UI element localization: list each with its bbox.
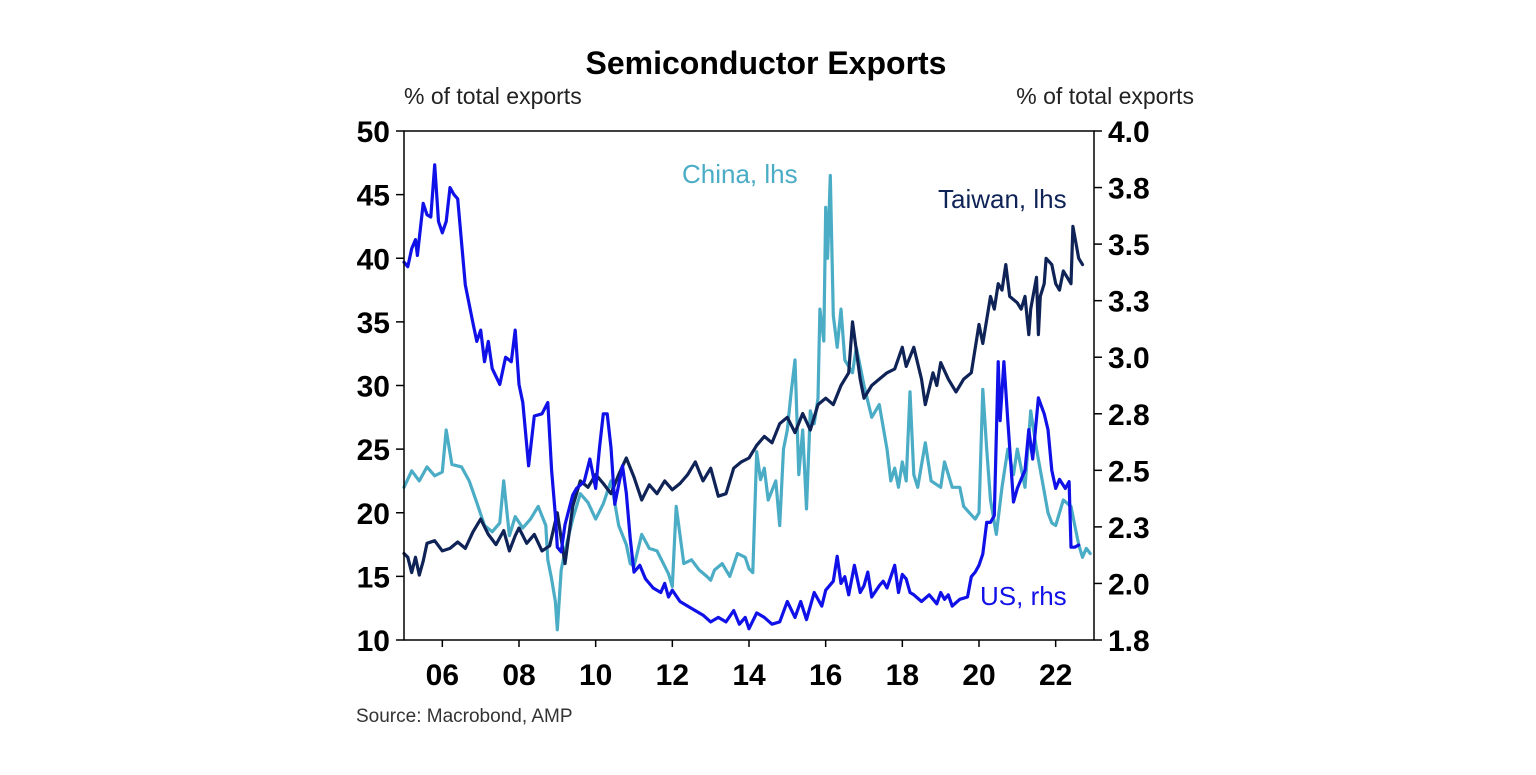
series-line-taiwan (402, 224, 1085, 577)
x-tick-label: 16 (809, 659, 842, 692)
x-tick-label: 12 (656, 659, 689, 692)
left-tick-label: 50 (357, 116, 390, 149)
right-tick-label: 3.0 (1108, 342, 1150, 375)
x-tick-label: 14 (732, 659, 766, 692)
right-tick-label: 3.3 (1108, 286, 1150, 319)
right-tick-label: 1.8 (1108, 625, 1150, 658)
left-tick-label: 10 (357, 625, 390, 658)
right-tick-label: 2.8 (1108, 399, 1150, 432)
left-tick-label: 40 (357, 243, 390, 276)
series-layer (402, 163, 1092, 632)
x-tick-label: 22 (1039, 659, 1072, 692)
right-axis-ticks: 1.8 2.0 2.3 2.5 2.8 3.0 3.3 3.5 3.8 4.0 (1094, 116, 1150, 658)
chart-title: Semiconductor Exports (586, 45, 947, 81)
x-tick-label: 20 (962, 659, 995, 692)
left-tick-label: 25 (357, 434, 390, 467)
us-series-label: US, rhs (980, 581, 1067, 611)
left-tick-label: 45 (357, 180, 390, 213)
left-tick-label: 35 (357, 307, 390, 340)
series-line-china (402, 173, 1092, 632)
left-tick-label: 15 (357, 561, 390, 594)
left-axis-ticks: 10 15 20 25 30 35 40 45 50 (357, 116, 404, 658)
x-tick-label: 10 (579, 659, 612, 692)
taiwan-series-label: Taiwan, lhs (938, 184, 1067, 214)
china-series-label: China, lhs (682, 159, 798, 189)
left-axis-label: % of total exports (404, 83, 582, 109)
right-tick-label: 2.5 (1108, 455, 1150, 488)
right-tick-label: 2.3 (1108, 512, 1150, 545)
right-tick-label: 4.0 (1108, 116, 1150, 149)
right-tick-label: 3.5 (1108, 229, 1150, 262)
x-axis-ticks: 06 08 10 12 14 16 18 20 22 (426, 640, 1072, 692)
left-tick-label: 20 (357, 498, 390, 531)
x-tick-label: 08 (502, 659, 535, 692)
right-tick-label: 2.0 (1108, 568, 1150, 601)
right-tick-label: 3.8 (1108, 173, 1150, 206)
source-note: Source: Macrobond, AMP (356, 706, 573, 727)
x-tick-label: 18 (886, 659, 919, 692)
left-tick-label: 30 (357, 371, 390, 404)
x-tick-label: 06 (426, 659, 459, 692)
right-axis-label: % of total exports (1016, 83, 1194, 109)
series-line-us (402, 163, 1081, 631)
